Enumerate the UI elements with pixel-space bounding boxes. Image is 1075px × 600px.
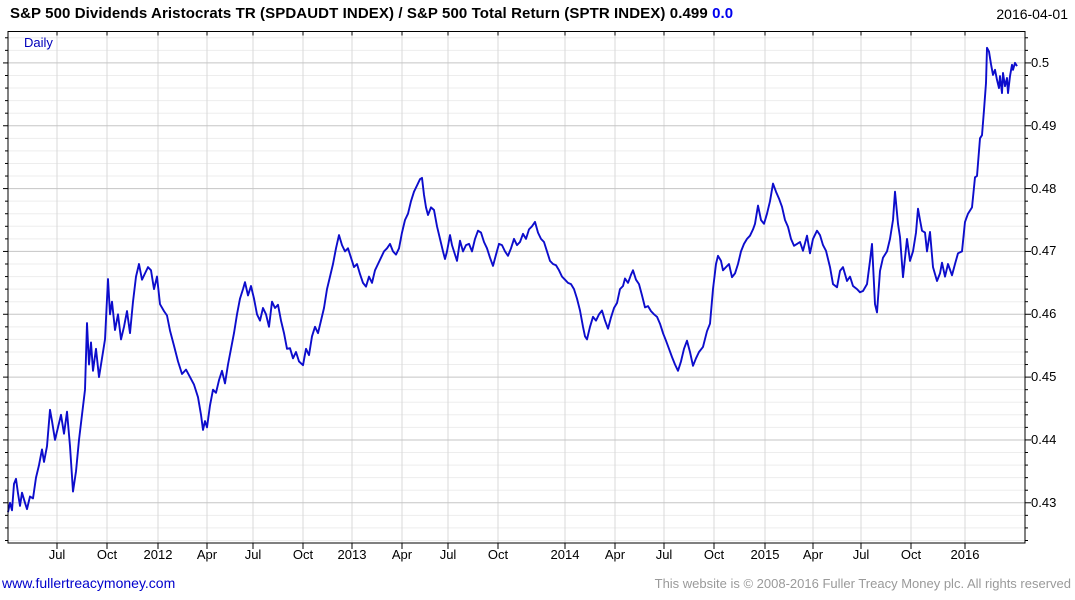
x-axis-label: Oct xyxy=(703,547,725,562)
x-axis-label: Jul xyxy=(852,547,870,562)
last-value: 0.499 xyxy=(669,5,708,22)
price-chart-canvas[interactable] xyxy=(0,0,1075,570)
x-axis-label: Oct xyxy=(292,547,314,562)
plot-border xyxy=(7,31,1026,544)
x-axis-label: 2016 xyxy=(950,547,980,562)
y-axis-label: 0.43 xyxy=(1031,494,1057,510)
x-axis-label: 2012 xyxy=(143,547,173,562)
x-axis-label: Jul xyxy=(655,547,673,562)
x-axis-label: Apr xyxy=(604,547,626,562)
change-value: 0.0 xyxy=(712,5,734,22)
x-axis-label: Jul xyxy=(244,547,262,562)
chart-title: S&P 500 Dividends Aristocrats TR (SPDAUD… xyxy=(10,5,666,22)
x-axis-label: Oct xyxy=(96,547,118,562)
x-axis-label: Apr xyxy=(196,547,218,562)
frequency-label: Daily xyxy=(24,35,53,50)
y-axis-label: 0.47 xyxy=(1031,243,1057,259)
date-label: 2016-04-01 xyxy=(996,6,1068,22)
x-axis-label: Oct xyxy=(487,547,509,562)
copyright-text: This website is © 2008-2016 Fuller Treac… xyxy=(654,576,1071,591)
x-axis-label: Jul xyxy=(439,547,457,562)
y-axis-label: 0.49 xyxy=(1031,117,1057,133)
y-axis-label: 0.44 xyxy=(1031,431,1057,447)
x-axis-label: Apr xyxy=(391,547,413,562)
x-axis-label: 2014 xyxy=(550,547,580,562)
y-axis-label: 0.46 xyxy=(1031,306,1057,322)
x-axis-label: 2013 xyxy=(337,547,367,562)
y-axis-label: 0.45 xyxy=(1031,369,1057,385)
ratio-series-line xyxy=(7,46,1018,513)
x-axis-label: Apr xyxy=(802,547,824,562)
y-axis-label: 0.48 xyxy=(1031,180,1057,196)
x-axis-label: Jul xyxy=(48,547,66,562)
site-link[interactable]: www.fullertreacymoney.com xyxy=(2,575,176,591)
x-axis-label: Oct xyxy=(900,547,922,562)
y-axis-label: 0.5 xyxy=(1031,54,1050,70)
x-axis-label: 2015 xyxy=(750,547,780,562)
chart-title-bar: S&P 500 Dividends Aristocrats TR (SPDAUD… xyxy=(10,5,1070,22)
